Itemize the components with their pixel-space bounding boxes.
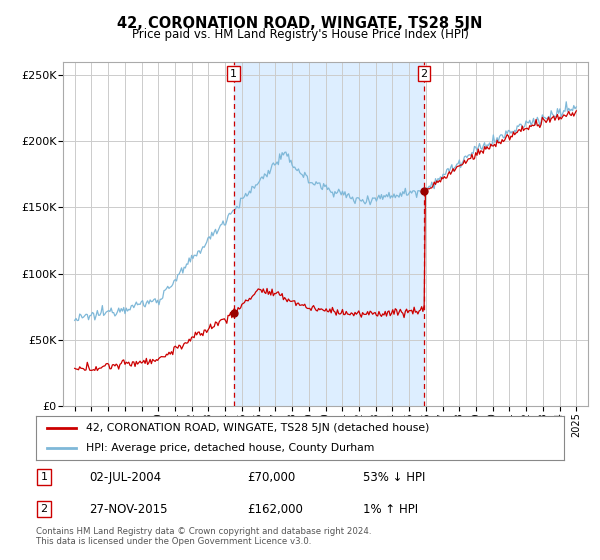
Text: This data is licensed under the Open Government Licence v3.0.: This data is licensed under the Open Gov… — [36, 538, 311, 547]
Text: Contains HM Land Registry data © Crown copyright and database right 2024.: Contains HM Land Registry data © Crown c… — [36, 526, 371, 536]
Text: £162,000: £162,000 — [247, 503, 303, 516]
Text: Price paid vs. HM Land Registry's House Price Index (HPI): Price paid vs. HM Land Registry's House … — [131, 28, 469, 41]
Text: 27-NOV-2015: 27-NOV-2015 — [89, 503, 167, 516]
Text: 2: 2 — [40, 504, 47, 514]
Text: 53% ↓ HPI: 53% ↓ HPI — [364, 470, 426, 484]
Bar — [233, 62, 424, 406]
Text: 42, CORONATION ROAD, WINGATE, TS28 5JN: 42, CORONATION ROAD, WINGATE, TS28 5JN — [118, 16, 482, 31]
Text: 02-JUL-2004: 02-JUL-2004 — [89, 470, 161, 484]
Text: HPI: Average price, detached house, County Durham: HPI: Average price, detached house, Coun… — [86, 443, 374, 453]
Text: 2: 2 — [421, 68, 428, 78]
Text: 1: 1 — [40, 472, 47, 482]
Text: 1% ↑ HPI: 1% ↑ HPI — [364, 503, 418, 516]
Text: £70,000: £70,000 — [247, 470, 295, 484]
Text: 1: 1 — [230, 68, 237, 78]
Text: 42, CORONATION ROAD, WINGATE, TS28 5JN (detached house): 42, CORONATION ROAD, WINGATE, TS28 5JN (… — [86, 423, 430, 433]
